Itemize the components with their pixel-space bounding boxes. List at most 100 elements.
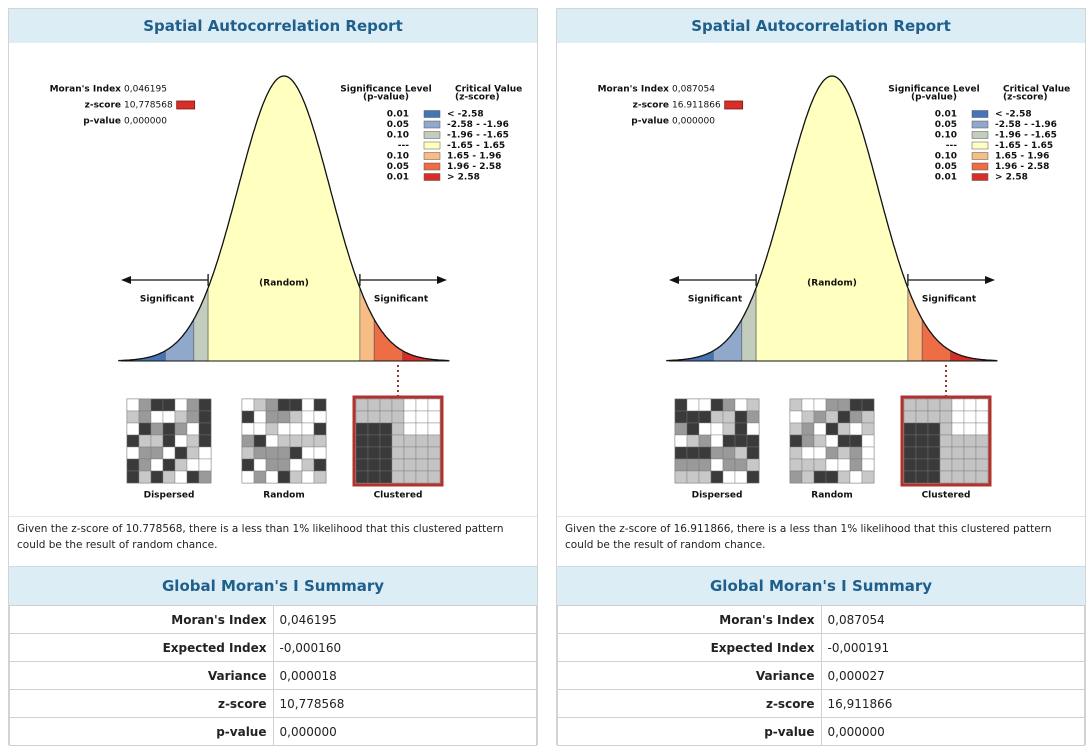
map-cell xyxy=(139,411,151,423)
map-cell xyxy=(163,411,175,423)
map-cell xyxy=(242,471,254,483)
summary-label: Moran's Index xyxy=(10,606,274,634)
legend-swatch xyxy=(972,142,988,149)
map-cell xyxy=(964,423,976,435)
map-cell xyxy=(826,411,838,423)
stat-label: z-score xyxy=(633,101,669,111)
z-marker xyxy=(725,101,743,109)
map-cell xyxy=(242,447,254,459)
map-cell xyxy=(735,447,747,459)
map-cell xyxy=(687,447,699,459)
legend-p: --- xyxy=(946,141,957,151)
report-title: Spatial Autocorrelation Report xyxy=(9,9,537,43)
summary-value: 0,046195 xyxy=(273,606,537,634)
map-cell xyxy=(356,471,368,483)
map-cell xyxy=(139,399,151,411)
summary-value: 0,087054 xyxy=(821,606,1085,634)
map-cell xyxy=(904,411,916,423)
map-cell xyxy=(242,459,254,471)
map-cell xyxy=(254,411,266,423)
stat-value: 10,778568 xyxy=(124,101,173,111)
map-cell xyxy=(254,399,266,411)
map-cell xyxy=(814,447,826,459)
map-cell xyxy=(675,423,687,435)
map-cell xyxy=(416,399,428,411)
legend-header: (p-value) xyxy=(363,93,409,103)
map-cell xyxy=(380,435,392,447)
map-cell xyxy=(723,447,735,459)
map-cell xyxy=(952,435,964,447)
summary-row: p-value0,000000 xyxy=(10,718,537,746)
legend-swatch xyxy=(972,121,988,128)
map-cell xyxy=(266,435,278,447)
map-cell xyxy=(290,399,302,411)
map-cell xyxy=(850,471,862,483)
map-cell xyxy=(151,423,163,435)
map-cell xyxy=(675,459,687,471)
map-cell xyxy=(802,411,814,423)
map-cell xyxy=(838,435,850,447)
map-cell xyxy=(356,411,368,423)
legend-z: -2.58 - -1.96 xyxy=(447,120,509,130)
map-cell xyxy=(838,459,850,471)
map-cell xyxy=(964,459,976,471)
map-cell xyxy=(356,447,368,459)
map-cell xyxy=(416,459,428,471)
map-cell xyxy=(711,459,723,471)
map-cell xyxy=(723,411,735,423)
map-cell xyxy=(952,423,964,435)
map-label: Clustered xyxy=(922,491,971,501)
map-cell xyxy=(928,459,940,471)
curve-region xyxy=(118,351,165,361)
map-cell xyxy=(139,459,151,471)
map-cell xyxy=(266,471,278,483)
map-cell xyxy=(404,423,416,435)
map-cell xyxy=(127,471,139,483)
report-note: Given the z-score of 10.778568, there is… xyxy=(9,516,537,566)
legend-p: 0.10 xyxy=(935,152,957,162)
summary-title: Global Moran's I Summary xyxy=(557,566,1085,605)
map-cell xyxy=(356,459,368,471)
map-cell xyxy=(175,435,187,447)
map-cell xyxy=(416,411,428,423)
map-cell xyxy=(139,435,151,447)
map-cell xyxy=(139,423,151,435)
map-cell xyxy=(687,423,699,435)
legend-header: (z-score) xyxy=(1003,93,1048,103)
map-cell xyxy=(380,423,392,435)
map-cell xyxy=(302,423,314,435)
random-label: (Random) xyxy=(807,279,857,289)
map-cell xyxy=(380,471,392,483)
map-cell xyxy=(862,471,874,483)
map-cell xyxy=(940,411,952,423)
map-cell xyxy=(790,399,802,411)
significant-label: Significant xyxy=(374,295,429,305)
legend-swatch xyxy=(972,153,988,160)
report-note: Given the z-score of 16.911866, there is… xyxy=(557,516,1085,566)
map-cell xyxy=(416,447,428,459)
map-cell xyxy=(862,423,874,435)
map-cell xyxy=(928,471,940,483)
legend-p: 0.01 xyxy=(387,110,409,120)
legend-p: 0.05 xyxy=(387,162,409,172)
map-cell xyxy=(916,459,928,471)
map-cell xyxy=(127,435,139,447)
map-cell xyxy=(151,399,163,411)
map-cell xyxy=(254,447,266,459)
map-cell xyxy=(151,471,163,483)
map-cell xyxy=(314,471,326,483)
map-cell xyxy=(687,459,699,471)
map-cell xyxy=(747,459,759,471)
summary-label: Expected Index xyxy=(10,634,274,662)
map-cell xyxy=(266,423,278,435)
map-cell xyxy=(711,435,723,447)
map-cell xyxy=(952,471,964,483)
map-cell xyxy=(278,459,290,471)
map-cell xyxy=(904,459,916,471)
map-cell xyxy=(175,447,187,459)
summary-value: -0,000160 xyxy=(273,634,537,662)
legend-swatch xyxy=(972,174,988,181)
map-cell xyxy=(242,411,254,423)
map-cell xyxy=(735,411,747,423)
map-cell xyxy=(404,471,416,483)
